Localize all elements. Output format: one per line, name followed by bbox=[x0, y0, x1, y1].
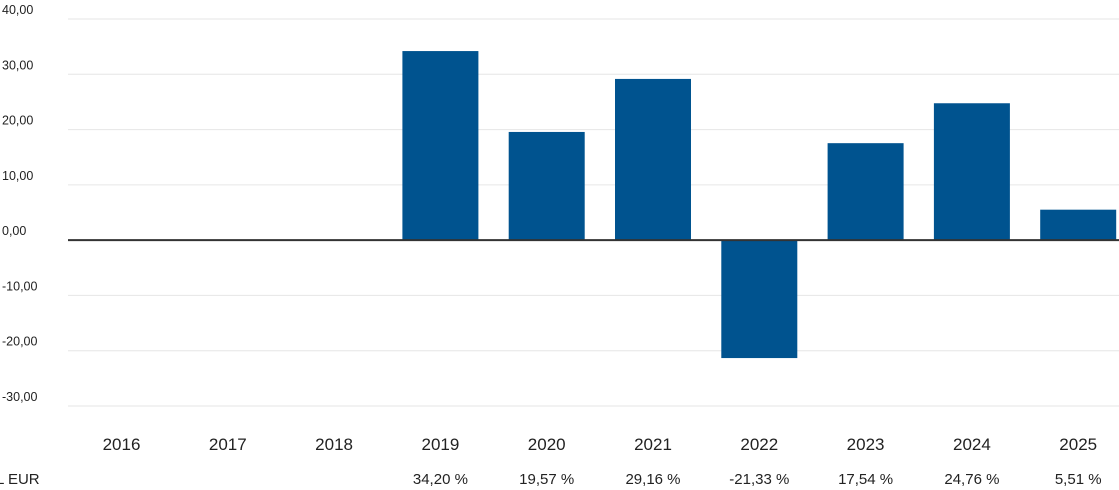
value-label: 5,51 % bbox=[1055, 471, 1102, 488]
bar-2021 bbox=[615, 78, 691, 241]
x-tick-label: 2022 bbox=[740, 435, 778, 454]
y-tick-label: -30,00 bbox=[2, 390, 37, 404]
y-tick-label: 40,00 bbox=[2, 3, 33, 17]
value-label: 24,76 % bbox=[944, 471, 999, 488]
value-label: 17,54 % bbox=[838, 471, 893, 488]
value-label: 29,16 % bbox=[625, 471, 680, 488]
gridlines bbox=[68, 18, 1119, 407]
bar-2023 bbox=[827, 143, 904, 241]
y-tick-label: 0,00 bbox=[2, 224, 26, 238]
value-label: -21,33 % bbox=[729, 471, 789, 488]
bars bbox=[402, 51, 1117, 359]
bar-2024 bbox=[933, 103, 1010, 241]
x-tick-label: 2021 bbox=[634, 435, 672, 454]
value-label: 34,20 % bbox=[413, 471, 468, 488]
y-tick-label: 10,00 bbox=[2, 169, 33, 183]
x-tick-label: 2019 bbox=[421, 435, 459, 454]
y-axis-ticks: 40,00 30,00 20,00 10,00 0,00 -10,00 -20,00 -30,… bbox=[2, 3, 37, 404]
y-tick-label: -10,00 bbox=[2, 279, 37, 293]
x-tick-label: 2016 bbox=[103, 435, 141, 454]
series-row-label: L EUR bbox=[0, 471, 40, 488]
x-tick-label: 2017 bbox=[209, 435, 247, 454]
x-tick-label: 2024 bbox=[953, 435, 991, 454]
bar-2020 bbox=[508, 131, 585, 241]
bar-2025 bbox=[1040, 209, 1117, 241]
bar-2022 bbox=[721, 240, 798, 359]
bar-2019 bbox=[402, 51, 479, 241]
x-tick-label: 2023 bbox=[847, 435, 885, 454]
x-tick-label: 2025 bbox=[1059, 435, 1097, 454]
y-tick-label: 30,00 bbox=[2, 58, 33, 72]
value-label: 19,57 % bbox=[519, 471, 574, 488]
value-labels: 34,20 % 19,57 % 29,16 % -21,33 % 17,54 % 24,7… bbox=[413, 471, 1102, 488]
x-axis-labels: 2016 2017 2018 2019 2020 2021 2022 2023 2024 2025 bbox=[103, 435, 1098, 454]
y-tick-label: -20,00 bbox=[2, 335, 37, 349]
x-tick-label: 2020 bbox=[528, 435, 566, 454]
y-tick-label: 20,00 bbox=[2, 114, 33, 128]
x-tick-label: 2018 bbox=[315, 435, 353, 454]
